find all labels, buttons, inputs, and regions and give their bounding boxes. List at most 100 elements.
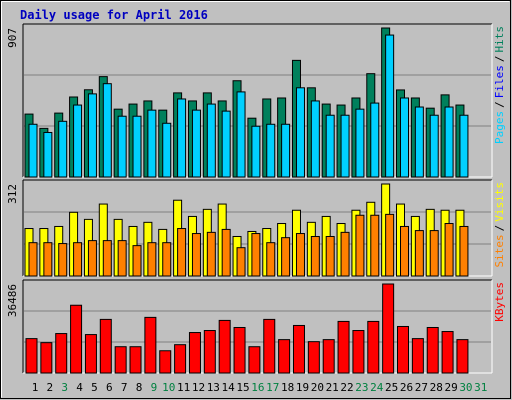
x-tick-label: 10: [162, 381, 175, 394]
bar: [263, 318, 276, 374]
bar: [370, 102, 380, 178]
bar: [266, 123, 276, 178]
bar: [281, 237, 291, 277]
x-tick-label: 2: [47, 381, 54, 394]
bar: [87, 240, 97, 277]
legend: Pages / Files / Hits: [493, 26, 506, 144]
bar: [355, 108, 365, 178]
bar: [340, 114, 350, 178]
bar: [43, 242, 53, 277]
bar: [28, 242, 38, 277]
x-tick-label: 22: [340, 381, 353, 394]
bar: [397, 325, 409, 374]
legend-entry: Hits: [493, 26, 506, 53]
bar: [444, 106, 454, 178]
bar: [191, 233, 201, 277]
bar: [162, 122, 172, 178]
bar: [251, 125, 261, 178]
bar: [218, 319, 231, 374]
legend: Sites / Visits: [493, 182, 506, 268]
bar: [159, 350, 172, 374]
x-tick-label: 13: [207, 381, 220, 394]
bar: [459, 225, 469, 277]
bar: [414, 106, 424, 178]
chart-title: Daily usage for April 2016: [20, 8, 208, 22]
bar: [40, 342, 53, 374]
x-tick-label: 24: [370, 381, 384, 394]
bar: [411, 338, 424, 374]
bar: [429, 230, 439, 277]
bar: [400, 97, 409, 178]
x-tick-label: 20: [311, 381, 324, 394]
legend-separator: /: [493, 101, 506, 108]
bar: [99, 318, 112, 374]
bar: [147, 109, 157, 178]
bar: [429, 114, 439, 178]
bar: [55, 333, 68, 374]
x-tick-label: 9: [151, 381, 158, 394]
bar: [28, 123, 38, 178]
bar: [459, 114, 469, 178]
x-tick-label: 26: [400, 381, 413, 394]
bar: [325, 114, 335, 178]
bar: [206, 103, 216, 178]
bar: [325, 235, 335, 277]
bar: [174, 344, 187, 374]
legend-entry: Pages: [493, 111, 506, 144]
bar: [310, 100, 320, 178]
x-tick-label: 25: [385, 381, 398, 394]
bar: [266, 242, 276, 277]
bar: [206, 231, 216, 277]
x-tick-label: 3: [61, 381, 68, 394]
legend-entry: KBytes: [493, 282, 506, 322]
bar: [102, 83, 112, 178]
x-tick-label: 15: [236, 381, 249, 394]
legend-separator: /: [493, 56, 506, 63]
x-tick-label: 28: [430, 381, 443, 394]
x-tick-label: 30: [459, 381, 472, 394]
y-tick-label: 36486: [6, 284, 19, 317]
bar: [281, 123, 291, 178]
bar: [132, 115, 142, 178]
x-tick-label: 7: [121, 381, 128, 394]
bar: [251, 233, 261, 277]
bar: [236, 247, 246, 277]
bar: [84, 334, 97, 374]
x-tick-label: 6: [106, 381, 113, 394]
bar: [221, 228, 231, 277]
bar: [385, 34, 395, 178]
bar: [322, 339, 335, 374]
x-tick-label: 23: [355, 381, 368, 394]
bar: [162, 242, 172, 277]
bar: [114, 346, 127, 374]
x-tick-label: 12: [192, 381, 205, 394]
bar: [426, 326, 439, 374]
bar: [117, 240, 127, 277]
bar: [295, 87, 305, 178]
x-tick-label: 29: [444, 381, 457, 394]
bar: [400, 225, 409, 277]
bar: [144, 316, 157, 374]
bar: [307, 341, 320, 374]
bar: [337, 320, 350, 374]
bar: [188, 332, 201, 374]
bar: [132, 245, 142, 277]
bar: [367, 320, 380, 374]
x-tick-label: 19: [296, 381, 309, 394]
bar: [73, 242, 83, 277]
bar: [310, 235, 320, 277]
x-tick-label: 4: [76, 381, 83, 394]
bar: [340, 231, 350, 277]
bar: [117, 115, 127, 178]
bar: [177, 228, 187, 277]
legend-entry: Files: [493, 65, 506, 98]
bar: [370, 214, 380, 277]
bar: [292, 324, 305, 374]
bar: [129, 346, 142, 374]
bar: [295, 233, 305, 277]
bar: [203, 330, 216, 374]
bar: [414, 230, 424, 277]
bar: [25, 338, 38, 374]
bar: [177, 98, 187, 178]
bar: [147, 242, 157, 277]
